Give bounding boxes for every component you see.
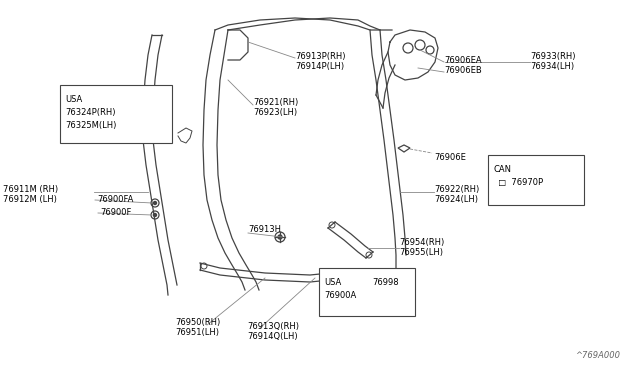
Circle shape <box>353 278 357 282</box>
Text: 76325M(LH): 76325M(LH) <box>65 121 116 130</box>
Text: 76933(RH)
76934(LH): 76933(RH) 76934(LH) <box>530 52 575 71</box>
Text: USA: USA <box>65 95 83 104</box>
Text: 76913H: 76913H <box>248 225 281 234</box>
Text: CAN: CAN <box>493 165 511 174</box>
Text: 76911M (RH)
76912M (LH): 76911M (RH) 76912M (LH) <box>3 185 58 204</box>
Text: 76922(RH)
76924(LH): 76922(RH) 76924(LH) <box>434 185 479 204</box>
Text: 76900A: 76900A <box>324 291 356 300</box>
Text: 76324P(RH): 76324P(RH) <box>65 108 115 117</box>
Text: 76906EA
76906EB: 76906EA 76906EB <box>444 56 482 76</box>
Text: 76913Q(RH)
76914Q(LH): 76913Q(RH) 76914Q(LH) <box>247 322 299 341</box>
Bar <box>319 268 415 316</box>
Text: 76913P(RH)
76914P(LH): 76913P(RH) 76914P(LH) <box>295 52 346 71</box>
Text: 76950(RH)
76951(LH): 76950(RH) 76951(LH) <box>175 318 220 337</box>
Text: 76906E: 76906E <box>434 153 466 162</box>
Text: □  76970P: □ 76970P <box>493 178 543 187</box>
Bar <box>60 85 172 143</box>
Text: 76954(RH)
76955(LH): 76954(RH) 76955(LH) <box>399 238 444 257</box>
Text: USA: USA <box>324 278 341 287</box>
Text: 76900FA: 76900FA <box>97 195 133 204</box>
Circle shape <box>278 235 282 239</box>
Text: ^769A000: ^769A000 <box>575 351 620 360</box>
Circle shape <box>154 202 157 205</box>
Text: 76921(RH)
76923(LH): 76921(RH) 76923(LH) <box>253 98 298 118</box>
Circle shape <box>154 214 157 217</box>
Text: 76900F: 76900F <box>100 208 131 217</box>
Text: 76998: 76998 <box>372 278 399 287</box>
Bar <box>488 155 584 205</box>
